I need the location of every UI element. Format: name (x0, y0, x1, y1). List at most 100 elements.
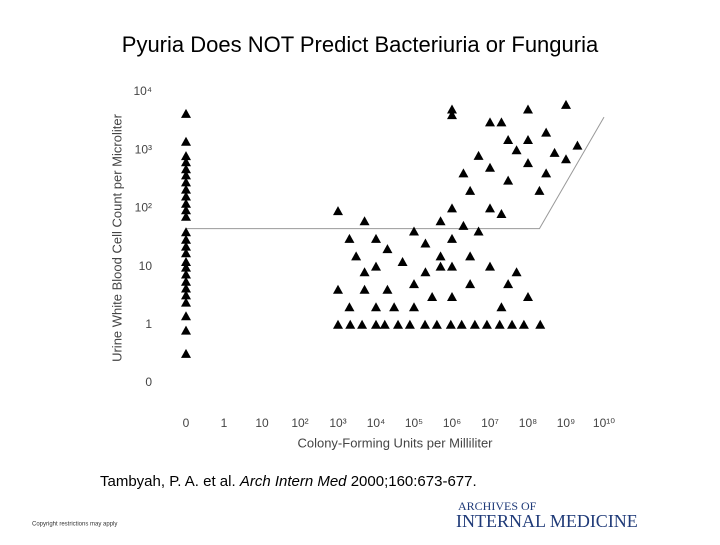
point (447, 104, 457, 114)
point (181, 177, 191, 187)
logo-line2: INTERNAL MEDICINE (456, 511, 638, 531)
citation-authors: Tambyah, P. A. et al. (100, 473, 240, 490)
point (333, 284, 343, 294)
point (371, 261, 381, 271)
point (371, 302, 381, 312)
point (181, 325, 191, 335)
copyright: Copyright restrictions may apply (32, 522, 117, 528)
y-tick-label: 1 (145, 317, 152, 331)
point (393, 319, 404, 329)
point (181, 211, 191, 221)
point (458, 168, 469, 178)
point (445, 319, 456, 329)
point (447, 233, 457, 243)
point (420, 267, 431, 277)
chart-title: Pyuria Does NOT Predict Bacteriuria or F… (122, 32, 599, 57)
point (485, 261, 495, 271)
point (181, 108, 191, 118)
point (181, 297, 191, 307)
x-tick-label: 1 (221, 416, 228, 430)
point (465, 279, 476, 289)
point (333, 206, 343, 216)
point (181, 234, 191, 244)
point (181, 348, 191, 358)
y-tick-label: 10² (135, 201, 152, 215)
point (420, 319, 431, 329)
point (523, 104, 533, 114)
point (357, 319, 368, 329)
reference-line (186, 116, 605, 230)
point (181, 256, 191, 266)
point (523, 134, 533, 144)
point (503, 175, 514, 185)
point (389, 302, 400, 312)
point (458, 220, 469, 230)
point (420, 238, 431, 248)
y-tick-label: 10 (139, 259, 153, 273)
x-tick-label: 0 (183, 416, 190, 430)
point (382, 284, 393, 294)
x-tick-label: 10³ (329, 416, 346, 430)
point (503, 134, 514, 144)
point (359, 216, 370, 226)
point (344, 233, 355, 243)
point (494, 319, 505, 329)
point (485, 117, 495, 127)
x-tick-label: 10 (255, 416, 269, 430)
point (181, 136, 191, 146)
point (181, 205, 191, 215)
point (181, 157, 191, 167)
point (572, 140, 583, 150)
point (561, 154, 571, 164)
point (344, 302, 355, 312)
point (447, 292, 457, 302)
y-axis-label: Urine White Blood Cell Count per Microli… (109, 113, 124, 361)
point (181, 170, 191, 180)
point (507, 319, 518, 329)
point (465, 185, 476, 195)
point (409, 226, 419, 236)
point (473, 226, 484, 236)
point (379, 319, 390, 329)
point (181, 227, 191, 237)
point (511, 145, 522, 155)
point (561, 99, 571, 109)
point (345, 319, 356, 329)
x-tick-label: 10⁷ (481, 416, 499, 430)
x-tick-label: 10⁶ (443, 416, 461, 430)
point (181, 151, 191, 161)
point (351, 251, 362, 261)
point (181, 248, 191, 258)
y-tick-label: 10³ (135, 142, 152, 156)
point (359, 284, 370, 294)
point (382, 244, 393, 254)
point (359, 267, 370, 277)
point (181, 269, 191, 279)
point (473, 150, 484, 160)
point (535, 319, 546, 329)
x-tick-label: 10⁴ (367, 416, 386, 430)
point (397, 256, 408, 266)
point (447, 110, 457, 120)
point (181, 241, 191, 251)
point (181, 283, 191, 293)
point (409, 279, 419, 289)
point (549, 147, 560, 157)
point (435, 216, 446, 226)
point (485, 162, 495, 172)
x-tick-label: 10¹⁰ (593, 416, 615, 430)
point (181, 184, 191, 194)
point (409, 302, 419, 312)
point (181, 290, 191, 300)
point (469, 319, 480, 329)
point (447, 203, 457, 213)
point (371, 319, 381, 329)
point (481, 319, 492, 329)
point (456, 319, 467, 329)
point (447, 261, 457, 271)
point (541, 168, 552, 178)
point (181, 276, 191, 286)
point (181, 191, 191, 201)
